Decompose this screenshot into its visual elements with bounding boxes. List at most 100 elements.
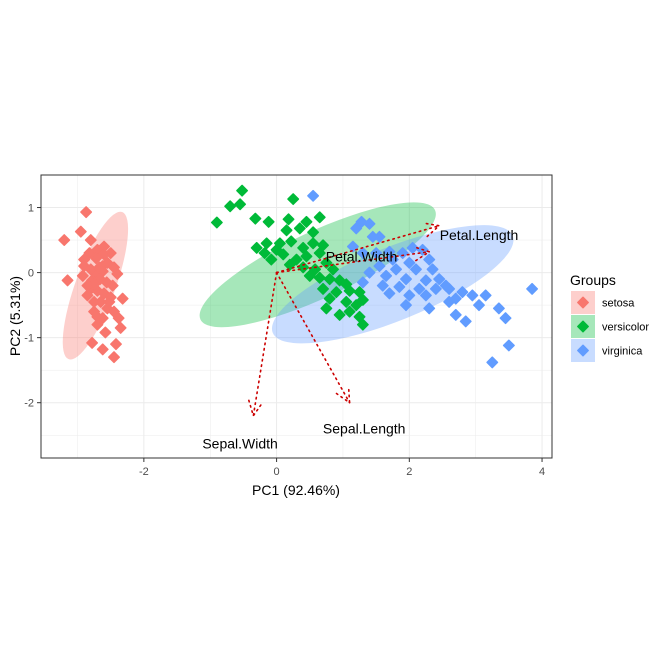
point-virginica <box>433 273 446 286</box>
point-setosa <box>103 295 116 308</box>
point-setosa <box>80 206 93 219</box>
point-virginica <box>307 189 320 202</box>
point-setosa <box>84 234 97 247</box>
arrow-label-Petal.Length: Petal.Length <box>440 227 519 243</box>
point-virginica <box>400 299 412 312</box>
point-versicolor <box>287 193 300 206</box>
point-setosa <box>81 279 94 292</box>
point-virginica <box>356 247 369 260</box>
y-tick-label: -1 <box>24 333 34 345</box>
legend-label-setosa: setosa <box>602 298 635 310</box>
x-tick-label: 4 <box>539 466 545 478</box>
point-versicolor <box>320 256 333 269</box>
point-versicolor <box>333 308 346 321</box>
point-versicolor <box>330 286 343 299</box>
point-setosa <box>112 312 125 325</box>
legend: Groups setosa versicolor virginica <box>570 272 649 362</box>
point-virginica <box>413 282 426 295</box>
y-tick-label: -2 <box>24 398 34 410</box>
point-versicolor <box>262 215 275 228</box>
point-setosa <box>111 267 124 280</box>
point-versicolor <box>343 284 356 297</box>
x-tick-label: 0 <box>274 466 280 478</box>
point-setosa <box>61 274 74 287</box>
point-virginica <box>499 312 512 325</box>
point-setosa <box>81 289 94 302</box>
point-virginica <box>486 356 499 369</box>
point-setosa <box>96 343 109 356</box>
point-setosa <box>110 338 122 351</box>
point-versicolor <box>282 213 295 226</box>
point-versicolor <box>280 224 293 237</box>
arrow-line-Petal.Length <box>275 224 440 274</box>
x-axis-title: PC1 (92.46%) <box>252 482 340 498</box>
point-virginica <box>383 287 396 300</box>
legend-title: Groups <box>570 272 616 288</box>
legend-key-symbol-virginica <box>577 344 589 357</box>
point-virginica <box>406 241 419 254</box>
point-versicolor <box>309 263 322 276</box>
point-setosa <box>74 225 87 238</box>
point-versicolor <box>249 212 262 225</box>
point-virginica <box>393 280 406 293</box>
arrow-label-Petal.Width: Petal.Width <box>326 248 398 264</box>
data-points <box>58 184 539 369</box>
point-versicolor <box>250 241 263 254</box>
point-setosa <box>94 295 107 308</box>
point-virginica <box>390 263 402 276</box>
point-virginica <box>376 279 389 292</box>
point-setosa <box>116 292 129 305</box>
point-virginica <box>356 276 369 289</box>
point-virginica <box>410 263 422 276</box>
point-versicolor <box>210 216 223 229</box>
point-setosa <box>91 318 104 331</box>
point-versicolor <box>323 273 336 286</box>
x-tick-label: -2 <box>139 466 149 478</box>
point-setosa <box>58 234 71 247</box>
y-tick-label: 1 <box>28 203 34 215</box>
point-versicolor <box>258 247 271 260</box>
point-setosa <box>93 261 106 274</box>
grid-lines <box>41 175 552 458</box>
point-virginica <box>459 315 472 328</box>
point-versicolor <box>350 299 363 312</box>
point-versicolor <box>283 258 296 271</box>
point-virginica <box>363 266 376 279</box>
variable-arrows: Sepal.Width Sepal.Length Petal.Length Petal… <box>202 222 519 452</box>
point-versicolor <box>285 235 298 248</box>
point-virginica <box>423 253 436 266</box>
point-versicolor <box>224 200 237 213</box>
x-tick-label: 2 <box>406 466 412 478</box>
point-virginica <box>366 230 379 243</box>
point-setosa <box>114 321 127 334</box>
point-versicolor <box>236 184 249 197</box>
axis-ticks: -2 0 2 4 1 0 -1 -2 <box>24 203 545 478</box>
point-setosa <box>90 252 103 265</box>
point-versicolor <box>297 241 310 254</box>
point-setosa <box>91 310 104 323</box>
point-virginica <box>423 302 436 315</box>
point-versicolor <box>234 198 247 211</box>
point-versicolor <box>307 237 320 250</box>
point-virginica <box>449 292 462 305</box>
point-setosa <box>108 351 120 364</box>
point-virginica <box>403 289 416 302</box>
point-setosa <box>100 276 113 289</box>
point-setosa <box>99 326 112 339</box>
point-virginica <box>439 279 452 292</box>
arrow-label-Sepal.Width: Sepal.Width <box>202 436 277 452</box>
point-versicolor <box>323 292 336 305</box>
point-virginica <box>492 302 505 315</box>
point-virginica <box>479 289 492 302</box>
point-virginica <box>350 222 363 235</box>
point-virginica <box>456 286 469 299</box>
panel-border <box>40 174 553 459</box>
point-virginica <box>526 282 539 295</box>
point-versicolor <box>265 253 278 266</box>
point-virginica <box>396 247 409 260</box>
point-setosa <box>76 269 89 282</box>
point-virginica <box>473 299 485 312</box>
point-virginica <box>400 273 412 286</box>
arrow-head-Petal.Length <box>422 222 441 238</box>
